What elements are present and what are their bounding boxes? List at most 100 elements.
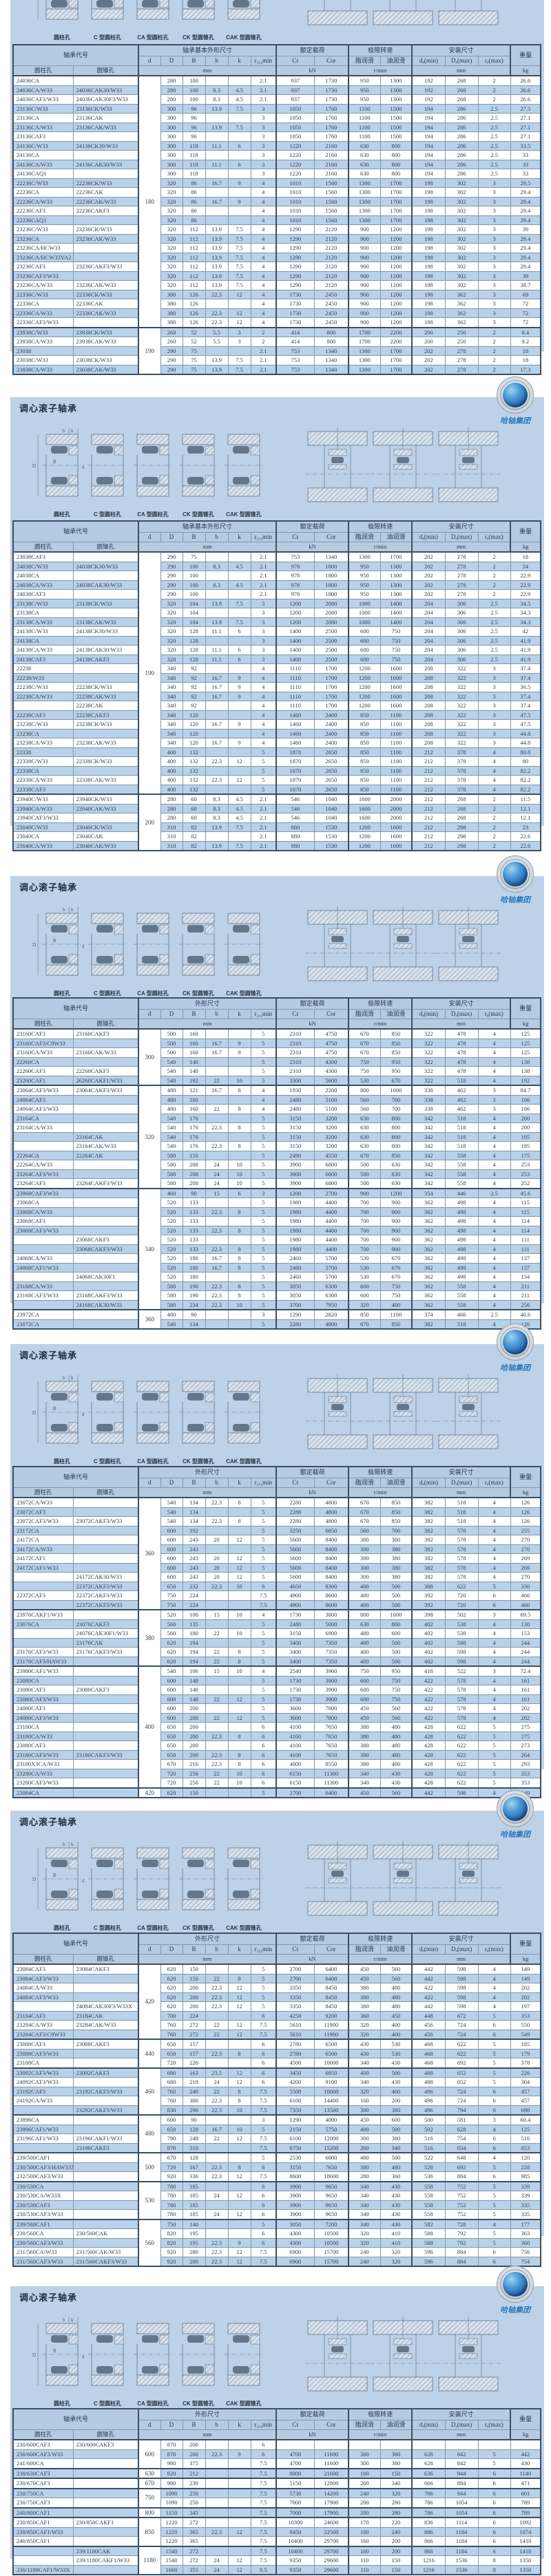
cell — [205, 299, 229, 309]
cell: 450 — [348, 1973, 381, 1983]
cell: 22.3 — [205, 2001, 229, 2012]
cyl-bore-code — [12, 1581, 74, 1591]
table-row: 23184CAF3 23184CAK 700 224 6 4250 9200 360 450 44… — [12, 2010, 541, 2021]
cell: 14200 — [313, 2487, 349, 2498]
cell: 340 — [348, 2191, 381, 2201]
cone-bore-code: 24172CAK30/W33 — [72, 1572, 139, 1582]
cone-bore-code: 23136CAK/W33 — [72, 122, 139, 132]
cell: 320 — [160, 196, 183, 206]
cell: 1184 — [444, 2526, 479, 2537]
cell: 2.1 — [250, 822, 277, 832]
diagram-label: CA 型圆柱孔 — [137, 511, 169, 518]
cell: 900 — [348, 1187, 381, 1198]
cell: 538 — [444, 1628, 479, 1639]
column-header: 脂润滑 — [348, 1009, 381, 1019]
cell: 13500 — [313, 2105, 349, 2116]
cell: 380 — [160, 299, 183, 309]
table-row: 23176CAF3/W33 23176CAKF3/W33 620 194 22 8 5 340… — [12, 1647, 541, 1657]
table-row: 23180CA 650 200 6 4100 7650 380 480 428 622 5 275 — [12, 1722, 541, 1732]
cell: 204 — [411, 617, 446, 627]
cell: 5 — [250, 747, 277, 757]
cyl-bore-code: 22372CAF3 — [12, 1590, 74, 1601]
cell: 884 — [444, 2247, 479, 2257]
cell: 4 — [477, 1178, 511, 1189]
cell: 41.9 — [510, 654, 541, 664]
cell: 4 — [250, 299, 277, 309]
cell: 2310 — [276, 1056, 315, 1067]
cell: 2.5 — [477, 140, 511, 151]
cell: 478 — [444, 1047, 479, 1058]
cone-bore-code — [72, 2218, 139, 2229]
cyl-bore-code — [12, 1131, 74, 1142]
cell: 724 — [444, 2096, 479, 2106]
cell: 488 — [411, 2067, 446, 2078]
cell: 82 — [182, 831, 206, 842]
cell: 800 — [380, 159, 413, 169]
cell: 194 — [182, 1637, 206, 1648]
cell: 456 — [411, 2020, 446, 2030]
cell: 1110 — [276, 691, 315, 701]
cell: 7.5 — [227, 598, 251, 608]
cell: 498 — [444, 1225, 479, 1235]
cell: 345 — [182, 2506, 206, 2518]
cell: 3600 — [276, 1712, 315, 1723]
cell: 4 — [477, 1075, 511, 1086]
cell: 220 — [380, 2517, 413, 2528]
cell: 20 — [205, 1535, 229, 1545]
cell: 3900 — [313, 1694, 349, 1704]
cell: 754 — [444, 2133, 479, 2144]
cell: 243 — [182, 1544, 206, 1554]
cone-bore-code — [72, 1507, 139, 1517]
cell: 4 — [250, 224, 277, 235]
cell: 320 — [160, 280, 183, 290]
cell: 80.8 — [510, 747, 541, 757]
cell: 1200 — [380, 262, 413, 272]
cyl-bore-code: 22338CA/W33 — [12, 775, 74, 785]
cell — [205, 1685, 229, 1695]
cell: 540 — [160, 1319, 183, 1330]
cell — [205, 2218, 229, 2229]
table-row: 232/500CAF3/W33 920 336 22.3 12 7.5 8600 18600 2… — [12, 2171, 541, 2182]
cell: 750 — [348, 1056, 381, 1067]
cyl-bore-code: 23040CA — [12, 831, 74, 842]
column-header: B — [182, 1944, 206, 1955]
cell: 1100 — [380, 784, 413, 795]
cyl-bore-code — [12, 1637, 74, 1648]
cell: 5 — [477, 2228, 511, 2239]
cell: 192 — [411, 75, 446, 86]
cell: 7.5 — [250, 2467, 277, 2479]
cell: 34.5 — [510, 598, 541, 608]
cell — [205, 1675, 229, 1685]
cyl-bore-code: 230/530CAF3/W33 — [12, 2209, 74, 2220]
cell — [205, 571, 229, 581]
cell: 5 — [250, 1535, 277, 1545]
cell: 26.6 — [510, 75, 541, 86]
cell: 133 — [182, 1225, 206, 1235]
cell: 442 — [411, 1973, 446, 1983]
cell: 498 — [444, 1253, 479, 1264]
cyl-bore-code: 23940CAF3/W33 — [12, 813, 74, 823]
cell: 1220 — [276, 140, 315, 151]
cell: 4 — [477, 1262, 511, 1273]
cell: 478 — [444, 1066, 479, 1076]
cell: 22 — [205, 2029, 229, 2040]
cell: 402 — [411, 1656, 446, 1667]
cell: 362 — [411, 1262, 446, 1273]
cell: 200 — [411, 337, 446, 347]
cell: 212 — [411, 803, 446, 813]
cell: 4 — [477, 1235, 511, 1245]
cell: 340 — [160, 719, 183, 730]
cell: 581 — [444, 2114, 479, 2125]
cell: 3 — [477, 1085, 511, 1096]
cell: 362 — [411, 1253, 446, 1264]
cell: 7.5 — [250, 1590, 277, 1601]
cell: 540 — [160, 1066, 183, 1076]
cell: 978 — [276, 589, 315, 599]
cell: 5 — [250, 1525, 277, 1535]
cell: 600 — [160, 1712, 183, 1723]
cell: 422 — [411, 1703, 446, 1714]
cell: 800 — [380, 1113, 413, 1123]
cell: 870 — [160, 2449, 183, 2459]
